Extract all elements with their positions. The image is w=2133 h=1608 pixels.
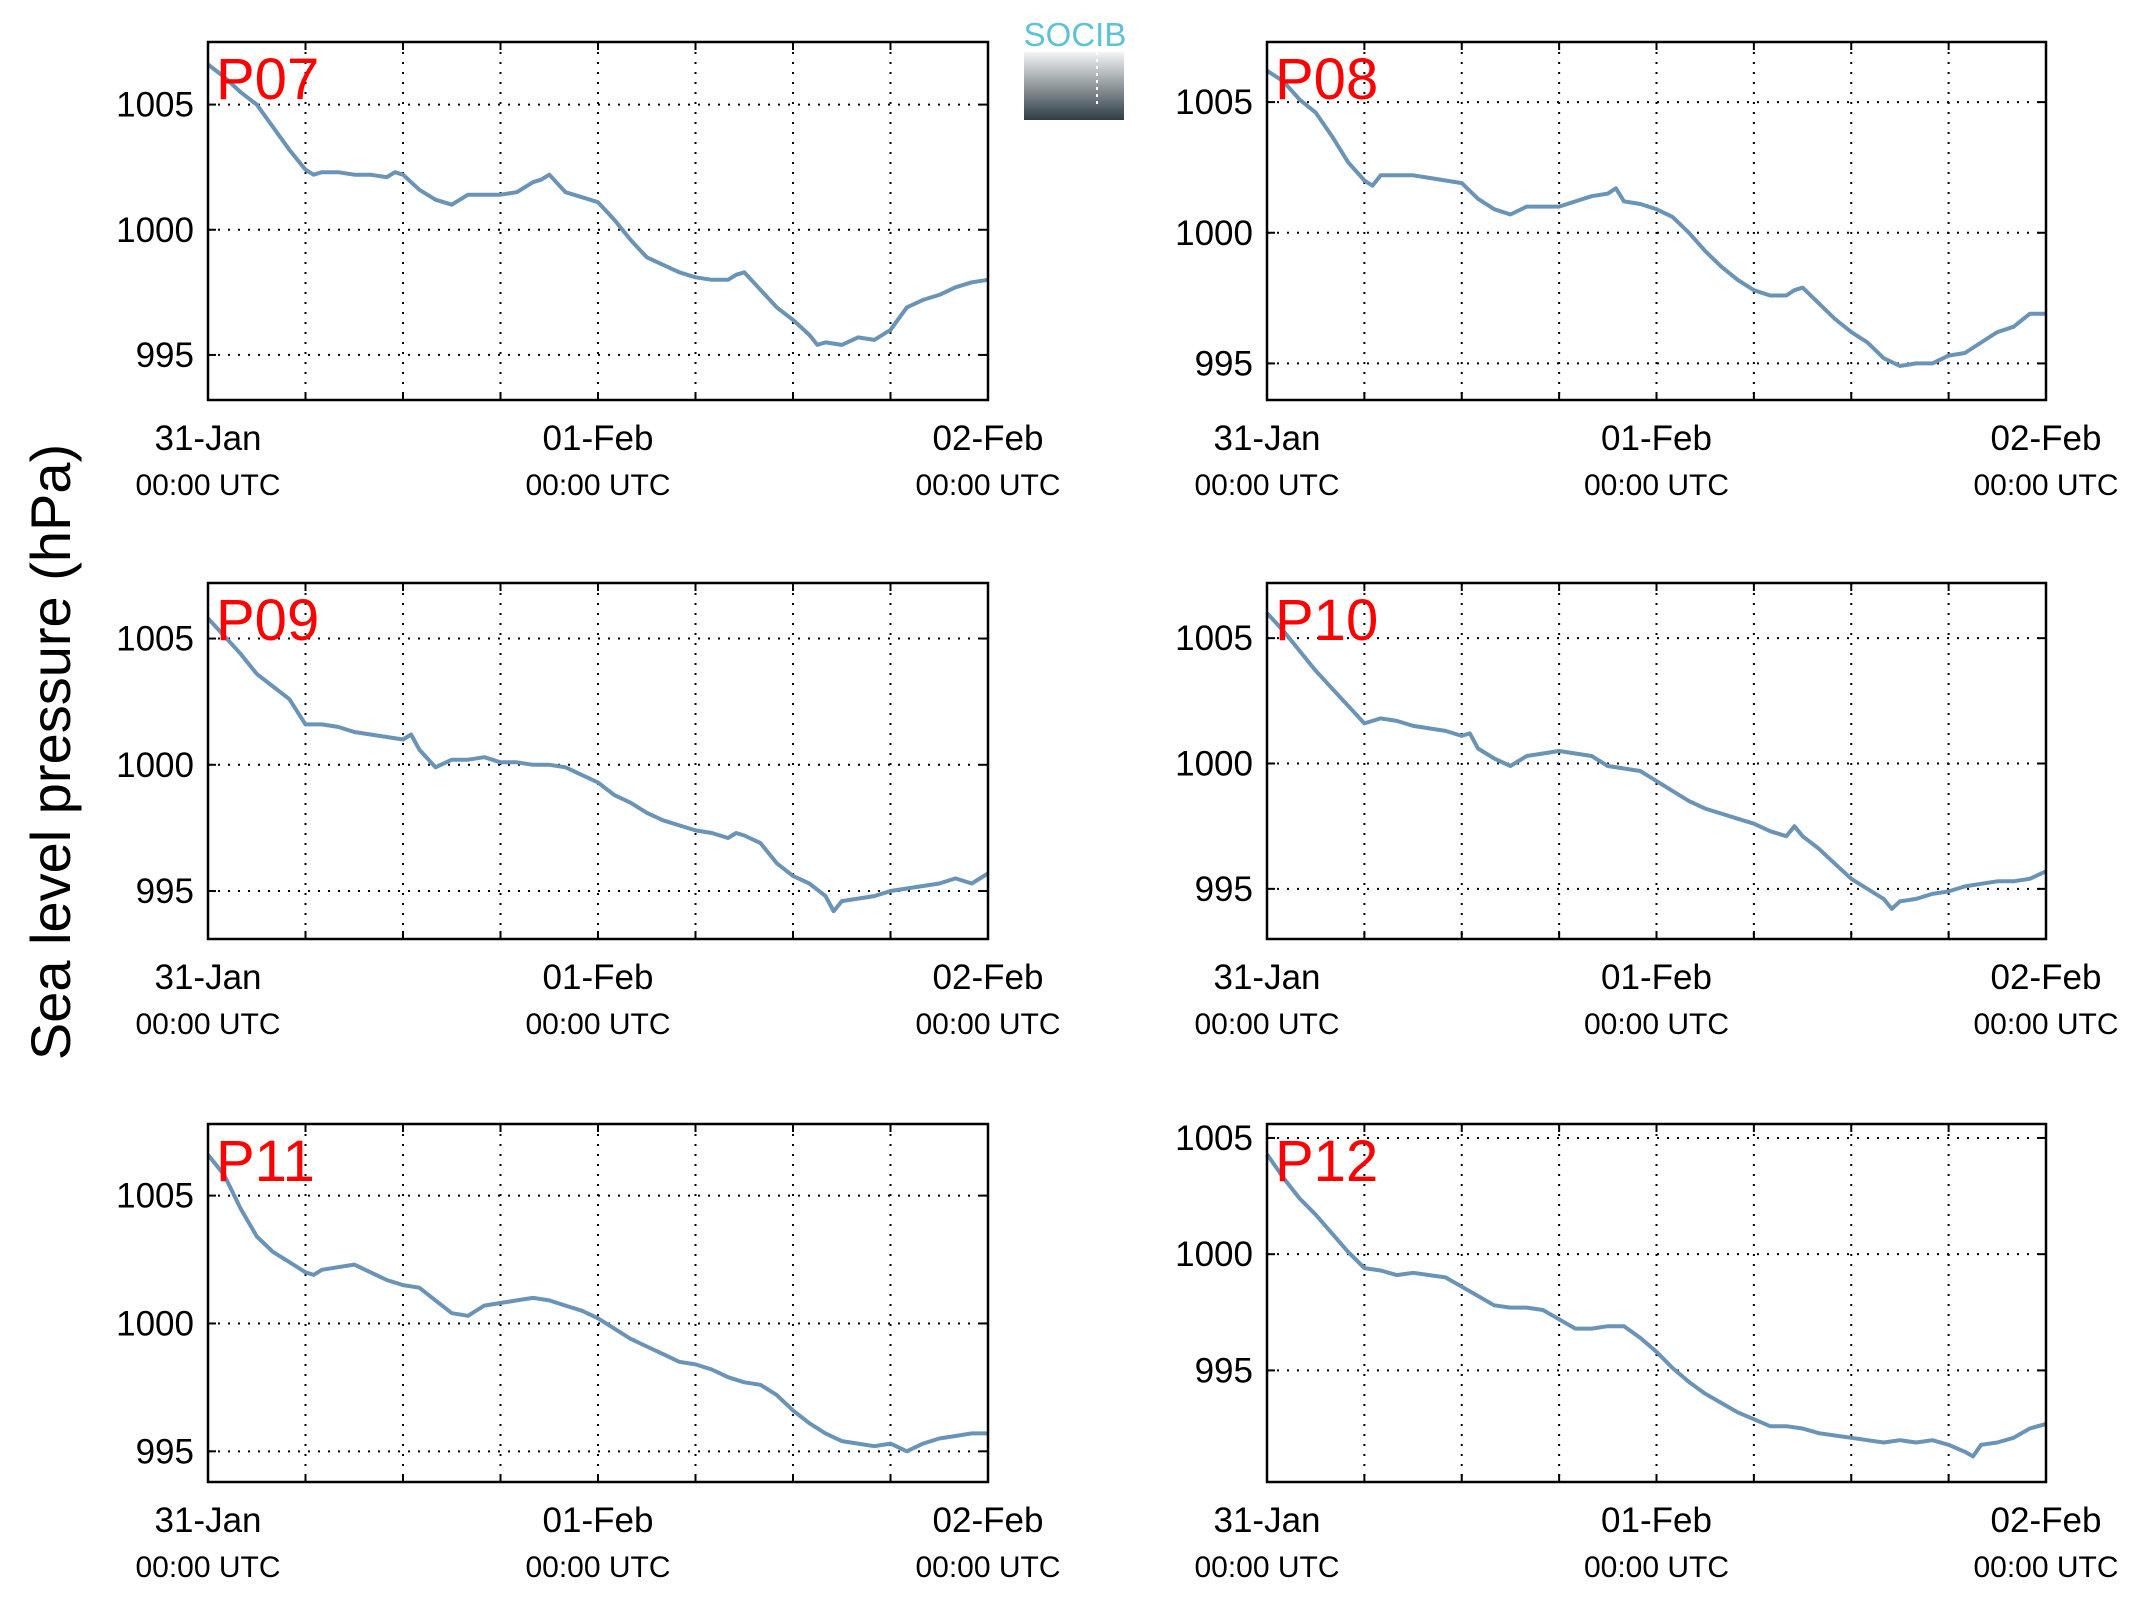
x-tick-time-label: 00:00 UTC: [915, 1551, 1060, 1584]
x-tick-time-label: 00:00 UTC: [1194, 469, 1339, 502]
x-tick-time-label: 00:00 UTC: [1584, 469, 1729, 502]
panel-p10: 995 1000 1005 31-Jan 00:00 UTC 01-Feb 00:00 UT…: [1175, 581, 2119, 1041]
series-line-p11: [206, 1153, 988, 1454]
series-line-p12: [1265, 1153, 2047, 1459]
y-tick-label: 1005: [116, 1177, 194, 1216]
x-tick-date-label: 02-Feb: [1991, 419, 2102, 458]
x-tick-time-label: 00:00 UTC: [1584, 1551, 1729, 1584]
panel-p09: 995 1000 1005 31-Jan 00:00 UTC 01-Feb 00:00 UT…: [116, 581, 1061, 1041]
axes-frame: [206, 1122, 990, 1484]
x-tick-date-label: 01-Feb: [1601, 958, 1712, 997]
x-tick-date-label: 01-Feb: [1601, 419, 1712, 458]
y-tick-label: 1005: [1175, 619, 1253, 658]
axes-frame: [1265, 40, 2048, 402]
x-tick-time-label: 00:00 UTC: [525, 469, 670, 502]
x-tick-date-label: 01-Feb: [1601, 1501, 1712, 1540]
x-tick-date-label: 31-Jan: [1213, 419, 1320, 458]
panel-p11: 995 1000 1005 31-Jan 00:00 UTC 01-Feb 00:00 UT…: [116, 1122, 1061, 1584]
x-tick-time-label: 00:00 UTC: [1973, 1008, 2118, 1041]
x-tick-time-label: 00:00 UTC: [1584, 1008, 1729, 1041]
x-tick-date-label: 31-Jan: [154, 419, 261, 458]
y-tick-label: 1005: [116, 86, 194, 125]
y-tick-label: 995: [136, 336, 194, 375]
x-tick-date-label: 01-Feb: [543, 958, 654, 997]
x-tick-date-label: 01-Feb: [543, 1501, 654, 1540]
panel-title-p09: P09: [216, 588, 319, 653]
panel-p08: 995 1000 1005 31-Jan 00:00 UTC 01-Feb 00:00 UT…: [1175, 40, 2119, 502]
series-line-p09: [206, 616, 990, 914]
x-tick-date-label: 01-Feb: [543, 419, 654, 458]
y-tick-label: 995: [136, 872, 194, 911]
y-tick-label: 1005: [116, 620, 194, 659]
panel-title-p12: P12: [1275, 1129, 1378, 1194]
y-tick-label: 1000: [116, 211, 194, 250]
panel-title-p11: P11: [216, 1129, 315, 1194]
x-tick-time-label: 00:00 UTC: [915, 1008, 1060, 1041]
y-tick-label: 1000: [1175, 214, 1253, 253]
x-tick-date-label: 31-Jan: [1213, 958, 1320, 997]
x-tick-date-label: 02-Feb: [1991, 958, 2102, 997]
y-tick-label: 1000: [1175, 1235, 1253, 1274]
series-line-p07: [206, 62, 989, 347]
x-tick-date-label: 02-Feb: [933, 1501, 1044, 1540]
x-tick-date-label: 02-Feb: [1991, 1501, 2102, 1540]
logo-block: [1024, 52, 1124, 120]
socib-logo: SOCIB: [1024, 16, 1127, 120]
x-tick-date-label: 31-Jan: [1213, 1501, 1320, 1540]
y-tick-label: 1000: [116, 1304, 194, 1343]
panel-title-p07: P07: [216, 47, 319, 112]
x-tick-date-label: 31-Jan: [154, 958, 261, 997]
y-tick-label: 1005: [1175, 1119, 1253, 1158]
x-tick-time-label: 00:00 UTC: [135, 469, 280, 502]
x-tick-time-label: 00:00 UTC: [525, 1008, 670, 1041]
panel-title-p08: P08: [1275, 47, 1378, 112]
x-tick-time-label: 00:00 UTC: [525, 1551, 670, 1584]
logo-text: SOCIB: [1024, 16, 1127, 53]
x-tick-time-label: 00:00 UTC: [1194, 1008, 1339, 1041]
x-tick-date-label: 02-Feb: [933, 419, 1044, 458]
y-tick-label: 995: [1195, 870, 1253, 909]
x-tick-time-label: 00:00 UTC: [915, 469, 1060, 502]
y-tick-label: 995: [136, 1432, 194, 1471]
y-axis-label: Sea level pressure (hPa): [19, 444, 82, 1060]
series-line-p10: [1265, 611, 2047, 911]
x-tick-time-label: 00:00 UTC: [1973, 1551, 2118, 1584]
series-line-p08: [1265, 69, 2046, 368]
x-tick-date-label: 31-Jan: [154, 1501, 261, 1540]
axes-frame: [206, 581, 990, 941]
x-tick-time-label: 00:00 UTC: [135, 1551, 280, 1584]
y-tick-label: 1000: [116, 746, 194, 785]
panel-p07: 995 1000 1005 31-Jan 00:00 UTC 01-Feb 00:00 UT…: [116, 40, 1061, 502]
panel-title-p10: P10: [1275, 588, 1378, 653]
panels: 995 1000 1005 31-Jan 00:00 UTC 01-Feb 00:00 UT…: [116, 40, 2119, 1584]
y-tick-label: 995: [1195, 1351, 1253, 1390]
x-tick-time-label: 00:00 UTC: [135, 1008, 280, 1041]
axes-frame: [1265, 1122, 2048, 1484]
panel-p12: 995 1000 1005 31-Jan 00:00 UTC 01-Feb 00:00 UT…: [1175, 1119, 2118, 1584]
x-tick-time-label: 00:00 UTC: [1194, 1551, 1339, 1584]
x-tick-time-label: 00:00 UTC: [1973, 469, 2118, 502]
y-tick-label: 995: [1195, 344, 1253, 383]
axes-frame: [206, 40, 990, 402]
x-tick-date-label: 02-Feb: [933, 958, 1044, 997]
y-tick-label: 1000: [1175, 745, 1253, 784]
axes-frame: [1265, 581, 2048, 941]
y-tick-label: 1005: [1175, 83, 1253, 122]
